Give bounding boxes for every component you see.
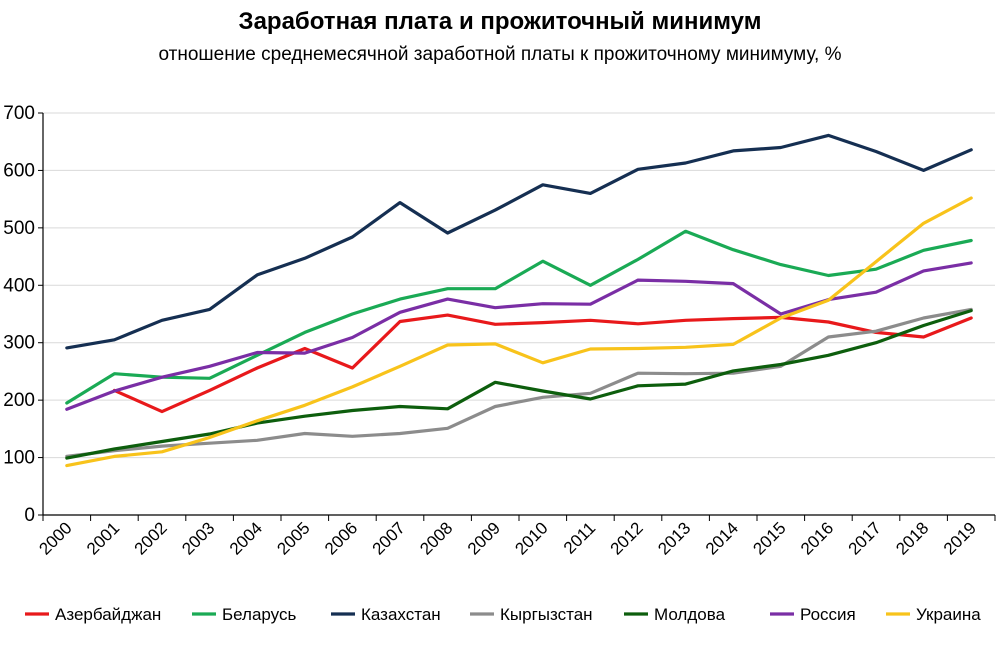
y-tick-label: 200 xyxy=(3,390,35,411)
series-line xyxy=(112,313,973,414)
chart-subtitle: отношение среднемесячной заработной плат… xyxy=(158,44,842,65)
x-tick-label: 2018 xyxy=(892,518,932,558)
y-tick-label: 600 xyxy=(3,160,35,181)
x-tick-label: 2014 xyxy=(702,518,742,558)
grid-lines xyxy=(43,112,995,459)
y-tick-label: 400 xyxy=(3,275,35,296)
series-line xyxy=(65,307,973,458)
series-line xyxy=(65,309,973,460)
series-line xyxy=(65,229,973,405)
y-tick-label: 0 xyxy=(24,505,35,526)
x-tick-label: 2010 xyxy=(511,518,551,558)
x-tick-label: 2003 xyxy=(178,518,218,558)
legend-label: Россия xyxy=(800,605,856,624)
legend-label: Украина xyxy=(916,605,981,624)
x-tick-label: 2004 xyxy=(226,518,266,558)
y-tick-label: 100 xyxy=(3,448,35,469)
x-tick-label: 2001 xyxy=(83,518,123,558)
series-lines xyxy=(65,133,973,468)
legend-label: Беларусь xyxy=(222,605,296,624)
axes xyxy=(38,112,996,521)
x-tick-label: 2002 xyxy=(131,518,171,558)
x-tick-labels: 2000 2001 2002 2003 2004 2005 2006 2007 2008 2009… xyxy=(35,518,980,558)
series-line xyxy=(65,196,973,468)
legend: Азербайджан Беларусь Казахстан Кыргызстан Мо… xyxy=(25,605,981,624)
x-tick-label: 2005 xyxy=(273,518,313,558)
legend-label: Кыргызстан xyxy=(500,605,593,624)
y-tick-labels: 0 100 200 300 400 500 600 700 xyxy=(3,103,35,526)
x-tick-label: 2019 xyxy=(940,518,980,558)
x-tick-label: 2017 xyxy=(845,518,885,558)
x-tick-label: 2006 xyxy=(321,518,361,558)
x-tick-label: 2008 xyxy=(416,518,456,558)
y-tick-label: 300 xyxy=(3,333,35,354)
legend-label: Молдова xyxy=(654,605,726,624)
x-tick-label: 2000 xyxy=(35,518,75,558)
x-tick-label: 2013 xyxy=(654,518,694,558)
y-tick-label: 700 xyxy=(3,103,35,124)
y-tick-label: 500 xyxy=(3,218,35,239)
series-line xyxy=(65,133,973,350)
x-tick-label: 2012 xyxy=(607,518,647,558)
x-tick-label: 2016 xyxy=(797,518,837,558)
x-tick-label: 2007 xyxy=(369,518,409,558)
legend-label: Казахстан xyxy=(361,605,441,624)
x-tick-label: 2015 xyxy=(749,518,789,558)
x-tick-label: 2009 xyxy=(464,518,504,558)
x-tick-label: 2011 xyxy=(560,518,599,557)
legend-label: Азербайджан xyxy=(55,605,161,624)
chart-title: Заработная плата и прожиточный минимум xyxy=(238,8,762,35)
